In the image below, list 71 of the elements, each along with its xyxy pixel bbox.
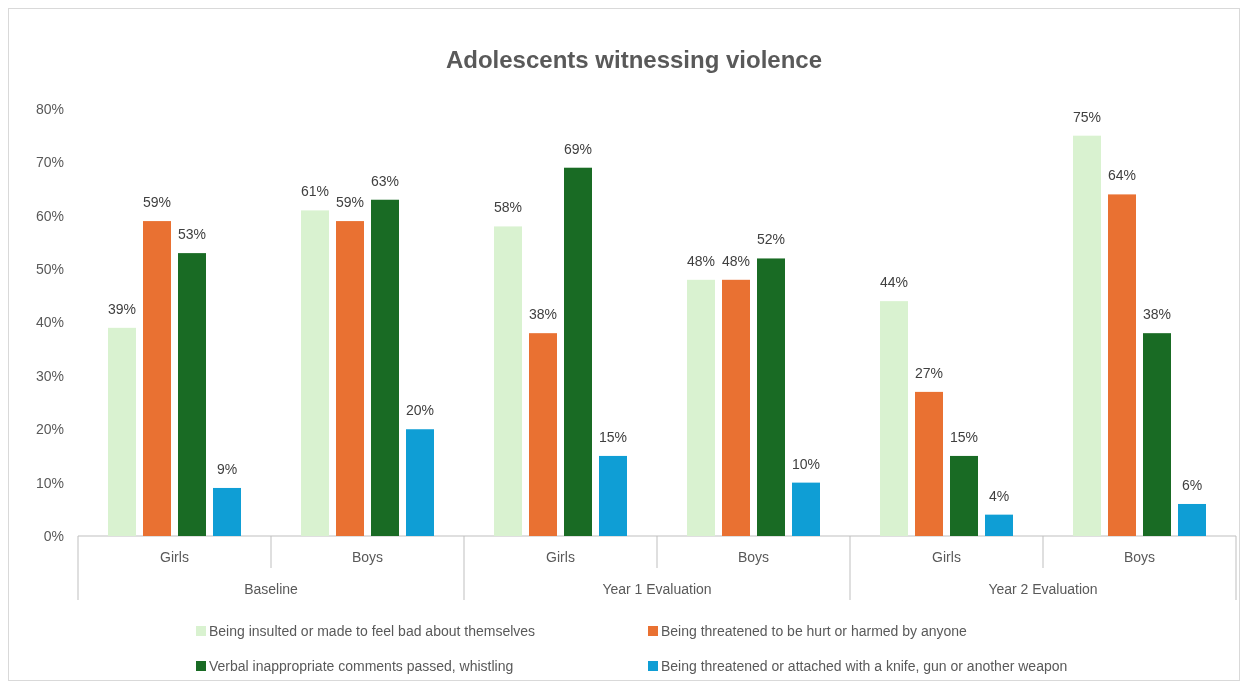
legend-label: Being threatened or attached with a knife, gun or another weapon — [661, 657, 1068, 674]
legend-label: Being insulted or made to feel bad about themselves — [209, 622, 536, 639]
data-label: 59% — [335, 194, 365, 211]
y-tick-label: 60% — [35, 207, 64, 224]
data-label: 15% — [949, 428, 979, 445]
text: Baseline — [244, 581, 299, 597]
bar — [950, 455, 978, 536]
bar — [371, 199, 399, 536]
data-label: 44% — [879, 274, 909, 291]
bar — [108, 327, 136, 536]
data-label: 39% — [107, 300, 137, 317]
bar — [213, 487, 241, 536]
y-tick-label: 70% — [35, 154, 64, 171]
data-label: 53% — [177, 226, 207, 243]
x-tick-label: Girls — [160, 549, 189, 565]
legend-label: Verbal inappropriate comments passed, whistling — [209, 657, 514, 674]
bar — [301, 210, 329, 536]
bar — [564, 167, 592, 536]
bar — [792, 482, 820, 536]
bar — [687, 279, 715, 536]
x-tick-label: Boys — [351, 549, 384, 565]
bar — [599, 455, 627, 536]
y-tick-label: 80% — [35, 100, 64, 117]
data-label: 10% — [791, 455, 821, 472]
bar — [757, 258, 785, 536]
data-label: 20% — [405, 402, 435, 419]
x-tick-label: Boys — [1123, 549, 1156, 565]
bar — [494, 226, 522, 536]
bar — [143, 221, 171, 536]
x-tick-label: Girls — [546, 549, 575, 565]
data-label: 6% — [1181, 476, 1203, 493]
y-tick-label: 40% — [35, 314, 64, 331]
y-tick-label: 50% — [35, 261, 64, 278]
data-label: 52% — [756, 231, 786, 248]
y-tick-label: 0% — [43, 527, 64, 544]
data-label: 64% — [1107, 167, 1137, 184]
data-label: 69% — [563, 140, 593, 157]
bar — [1073, 135, 1101, 536]
bar — [985, 514, 1013, 536]
bar — [915, 391, 943, 536]
text: Year 2 Evaluation — [988, 581, 1098, 597]
y-tick-label: 10% — [35, 474, 64, 491]
data-label: 58% — [493, 199, 523, 216]
bar — [529, 333, 557, 536]
y-tick-label: 30% — [35, 367, 64, 384]
bar — [178, 253, 206, 536]
x-tick-label: Girls — [932, 549, 961, 565]
y-tick-label: 20% — [35, 421, 64, 438]
text: Year 1 Evaluation — [602, 581, 712, 597]
bar — [1108, 194, 1136, 536]
data-label: 27% — [914, 364, 944, 381]
data-label: 9% — [216, 460, 238, 477]
bar — [880, 301, 908, 536]
data-label: 59% — [142, 194, 172, 211]
data-label: 38% — [528, 306, 558, 323]
data-label: 63% — [370, 172, 400, 189]
bar — [722, 279, 750, 536]
data-label: 15% — [598, 428, 628, 445]
data-label: 48% — [686, 252, 716, 269]
data-label: 48% — [721, 252, 751, 269]
legend-label: Being threatened to be hurt or harmed by anyone — [661, 622, 968, 639]
bar — [1143, 333, 1171, 536]
x-tick-label: Boys — [737, 549, 770, 565]
bar — [336, 221, 364, 536]
data-label: 75% — [1072, 108, 1102, 125]
bar — [406, 429, 434, 536]
data-label: 61% — [300, 183, 330, 200]
chart-title: Adolescents witnessing violence — [445, 46, 823, 73]
bar — [1178, 503, 1206, 536]
data-label: 4% — [988, 487, 1010, 504]
data-label: 38% — [1142, 306, 1172, 323]
